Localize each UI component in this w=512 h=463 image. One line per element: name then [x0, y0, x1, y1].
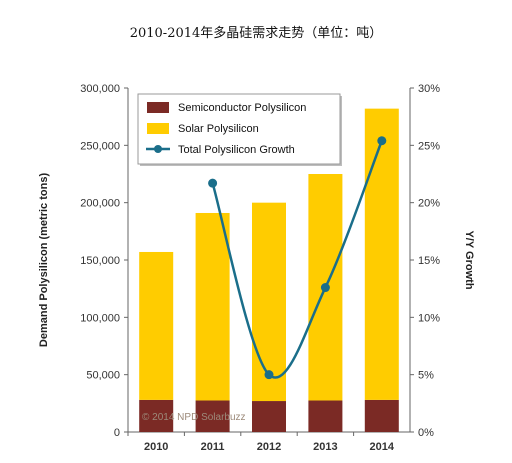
y-tick-label: 250,000	[80, 140, 120, 152]
x-tick-label: 2012	[257, 441, 281, 453]
x-tick-label: 2011	[201, 441, 225, 453]
legend-label: Solar Polysilicon	[178, 123, 259, 135]
watermark: © 2014 NPD Solarbuzz	[142, 412, 246, 423]
y-tick-label: 200,000	[80, 198, 120, 210]
legend-swatch	[147, 102, 169, 113]
bar-solar-polysilicon	[364, 108, 399, 400]
growth-point	[377, 136, 387, 146]
growth-point	[208, 178, 218, 188]
y2-tick-label: 10%	[418, 312, 440, 324]
x-tick-label: 2014	[370, 441, 395, 453]
bar-solar-polysilicon	[139, 251, 174, 400]
y2-axis-title: Y/Y Growth	[463, 230, 475, 289]
legend-label: Total Polysilicon Growth	[178, 144, 295, 156]
y2-tick-label: 25%	[418, 140, 440, 152]
bar-semiconductor-polysilicon	[195, 400, 230, 432]
y2-tick-label: 5%	[418, 370, 434, 382]
y-tick-label: 300,000	[80, 83, 120, 95]
bar-semiconductor-polysilicon	[364, 399, 399, 432]
growth-line	[211, 140, 383, 379]
page-title: 2010-2014年多晶硅需求走势（单位：吨）	[129, 26, 383, 41]
y-tick-label: 150,000	[80, 255, 120, 267]
y-tick-label: 100,000	[80, 312, 120, 324]
y2-tick-label: 30%	[418, 83, 440, 95]
y2-tick-label: 0%	[418, 427, 434, 439]
bar-semiconductor-polysilicon	[139, 399, 174, 432]
legend: Semiconductor Polysilicon Solar Polysilic…	[137, 93, 342, 166]
y-tick-label: 0	[114, 427, 120, 439]
bar-solar-polysilicon	[252, 202, 286, 402]
bar-solar-polysilicon	[195, 212, 230, 401]
y-axis-title: Demand Polysilicon (metric tons)	[38, 173, 50, 348]
legend-marker	[154, 145, 162, 153]
y-tick-label: 50,000	[86, 370, 120, 382]
y2-tick-label: 20%	[418, 198, 440, 210]
x-tick-label: 2010	[144, 441, 168, 453]
x-tick-label: 2013	[313, 441, 337, 453]
bar-semiconductor-polysilicon	[308, 400, 343, 432]
legend-label: Semiconductor Polysilicon	[178, 102, 306, 114]
y2-tick-label: 15%	[418, 255, 440, 267]
growth-point	[320, 283, 330, 293]
growth-point	[264, 370, 274, 380]
bar-semiconductor-polysilicon	[252, 401, 286, 432]
legend-swatch	[147, 123, 169, 134]
legend-box	[137, 93, 341, 165]
